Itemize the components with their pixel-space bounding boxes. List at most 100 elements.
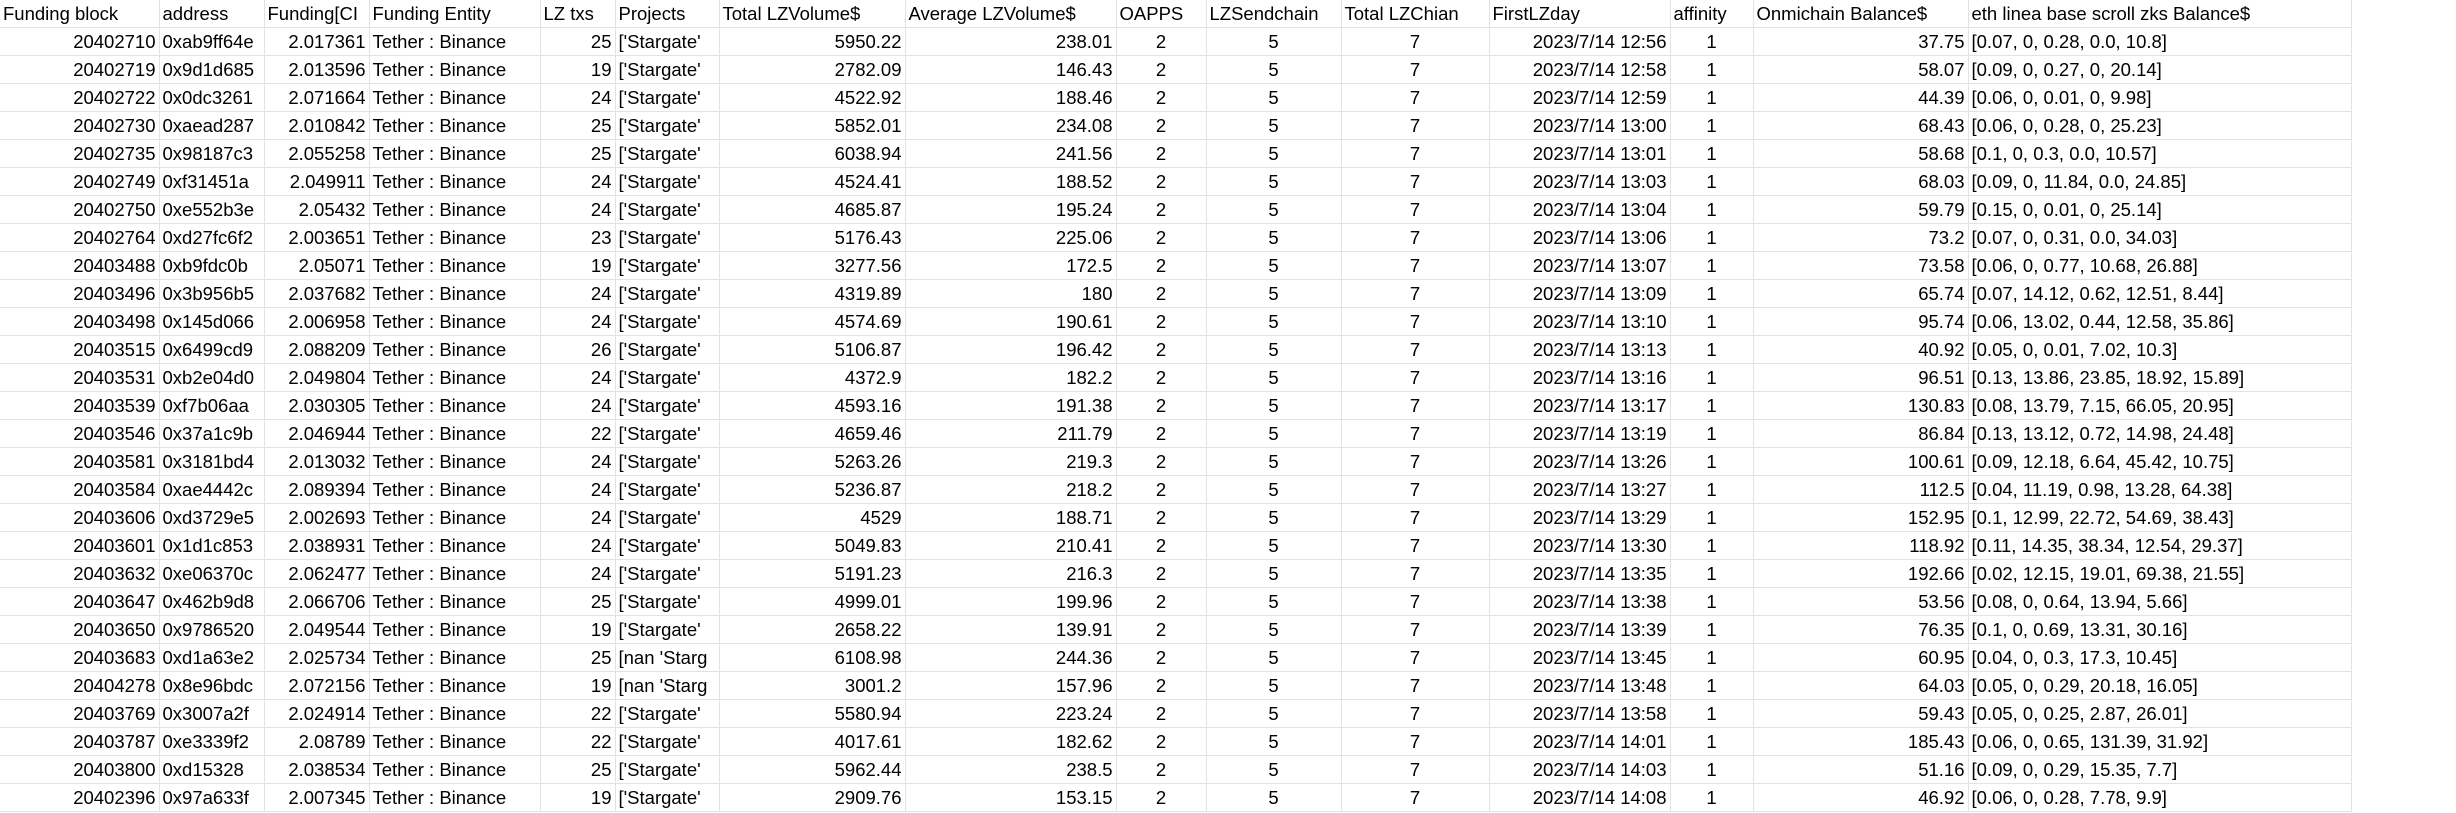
total-lz-volume-cell[interactable]: 4522.92 (719, 83, 906, 112)
funding-block-cell[interactable]: 20403683 (0, 643, 160, 672)
oapps-cell[interactable]: 2 (1116, 363, 1207, 392)
average-lz-volume-cell[interactable]: 210.41 (905, 531, 1117, 560)
address-cell[interactable]: 0x145d066 (159, 307, 265, 336)
onmichain-balance-cell[interactable]: 152.95 (1753, 503, 1969, 532)
funding-entity-cell[interactable]: Tether : Binance (369, 307, 541, 336)
projects-cell[interactable]: ['Stargate' (615, 83, 720, 112)
lz-sendchain-cell[interactable]: 5 (1206, 587, 1342, 616)
header-total-lz-volume[interactable]: Total LZVolume$ (719, 0, 906, 28)
total-lz-chain-cell[interactable]: 7 (1341, 251, 1490, 280)
lz-sendchain-cell[interactable]: 5 (1206, 279, 1342, 308)
total-lz-volume-cell[interactable]: 2909.76 (719, 783, 906, 812)
average-lz-volume-cell[interactable]: 188.71 (905, 503, 1117, 532)
projects-cell[interactable]: [nan 'Starg (615, 671, 720, 700)
chain-balances-cell[interactable]: [0.08, 0, 0.64, 13.94, 5.66] (1968, 587, 2352, 616)
average-lz-volume-cell[interactable]: 157.96 (905, 671, 1117, 700)
oapps-cell[interactable]: 2 (1116, 83, 1207, 112)
address-cell[interactable]: 0xd3729e5 (159, 503, 265, 532)
chain-balances-cell[interactable]: [0.1, 0, 0.69, 13.31, 30.16] (1968, 615, 2352, 644)
lz-txs-cell[interactable]: 22 (540, 727, 616, 756)
first-lz-day-cell[interactable]: 2023/7/14 13:16 (1489, 363, 1671, 392)
funding-entity-cell[interactable]: Tether : Binance (369, 167, 541, 196)
oapps-cell[interactable]: 2 (1116, 727, 1207, 756)
projects-cell[interactable]: ['Stargate' (615, 223, 720, 252)
affinity-cell[interactable]: 1 (1670, 615, 1754, 644)
funding-entity-cell[interactable]: Tether : Binance (369, 27, 541, 56)
total-lz-chain-cell[interactable]: 7 (1341, 279, 1490, 308)
funding-block-cell[interactable]: 20403488 (0, 251, 160, 280)
average-lz-volume-cell[interactable]: 238.5 (905, 755, 1117, 784)
total-lz-volume-cell[interactable]: 5236.87 (719, 475, 906, 504)
average-lz-volume-cell[interactable]: 216.3 (905, 559, 1117, 588)
affinity-cell[interactable]: 1 (1670, 279, 1754, 308)
address-cell[interactable]: 0x98187c3 (159, 139, 265, 168)
projects-cell[interactable]: ['Stargate' (615, 503, 720, 532)
onmichain-balance-cell[interactable]: 59.79 (1753, 195, 1969, 224)
funding-ci-cell[interactable]: 2.017361 (264, 27, 370, 56)
chain-balances-cell[interactable]: [0.06, 0, 0.65, 131.39, 31.92] (1968, 727, 2352, 756)
onmichain-balance-cell[interactable]: 118.92 (1753, 531, 1969, 560)
lz-sendchain-cell[interactable]: 5 (1206, 699, 1342, 728)
average-lz-volume-cell[interactable]: 190.61 (905, 307, 1117, 336)
chain-balances-cell[interactable]: [0.05, 0, 0.25, 2.87, 26.01] (1968, 699, 2352, 728)
lz-txs-cell[interactable]: 19 (540, 55, 616, 84)
total-lz-chain-cell[interactable]: 7 (1341, 755, 1490, 784)
funding-entity-cell[interactable]: Tether : Binance (369, 251, 541, 280)
lz-txs-cell[interactable]: 24 (540, 531, 616, 560)
funding-ci-cell[interactable]: 2.006958 (264, 307, 370, 336)
average-lz-volume-cell[interactable]: 195.24 (905, 195, 1117, 224)
total-lz-volume-cell[interactable]: 2658.22 (719, 615, 906, 644)
average-lz-volume-cell[interactable]: 196.42 (905, 335, 1117, 364)
affinity-cell[interactable]: 1 (1670, 363, 1754, 392)
header-lz-txs[interactable]: LZ txs (540, 0, 616, 28)
lz-sendchain-cell[interactable]: 5 (1206, 139, 1342, 168)
affinity-cell[interactable]: 1 (1670, 559, 1754, 588)
total-lz-volume-cell[interactable]: 4319.89 (719, 279, 906, 308)
funding-ci-cell[interactable]: 2.003651 (264, 223, 370, 252)
first-lz-day-cell[interactable]: 2023/7/14 13:48 (1489, 671, 1671, 700)
total-lz-chain-cell[interactable]: 7 (1341, 55, 1490, 84)
first-lz-day-cell[interactable]: 2023/7/14 13:35 (1489, 559, 1671, 588)
total-lz-volume-cell[interactable]: 5852.01 (719, 111, 906, 140)
address-cell[interactable]: 0xb2e04d0 (159, 363, 265, 392)
projects-cell[interactable]: ['Stargate' (615, 475, 720, 504)
funding-ci-cell[interactable]: 2.089394 (264, 475, 370, 504)
funding-ci-cell[interactable]: 2.08789 (264, 727, 370, 756)
funding-ci-cell[interactable]: 2.062477 (264, 559, 370, 588)
average-lz-volume-cell[interactable]: 218.2 (905, 475, 1117, 504)
address-cell[interactable]: 0xb9fdc0b (159, 251, 265, 280)
funding-block-cell[interactable]: 20402749 (0, 167, 160, 196)
funding-block-cell[interactable]: 20402710 (0, 27, 160, 56)
chain-balances-cell[interactable]: [0.07, 14.12, 0.62, 12.51, 8.44] (1968, 279, 2352, 308)
funding-entity-cell[interactable]: Tether : Binance (369, 503, 541, 532)
funding-block-cell[interactable]: 20402735 (0, 139, 160, 168)
first-lz-day-cell[interactable]: 2023/7/14 13:10 (1489, 307, 1671, 336)
address-cell[interactable]: 0x1d1c853 (159, 531, 265, 560)
funding-entity-cell[interactable]: Tether : Binance (369, 83, 541, 112)
projects-cell[interactable]: ['Stargate' (615, 783, 720, 812)
affinity-cell[interactable]: 1 (1670, 251, 1754, 280)
chain-balances-cell[interactable]: [0.1, 12.99, 22.72, 54.69, 38.43] (1968, 503, 2352, 532)
address-cell[interactable]: 0xd27fc6f2 (159, 223, 265, 252)
oapps-cell[interactable]: 2 (1116, 699, 1207, 728)
header-affinity[interactable]: affinity (1670, 0, 1754, 28)
address-cell[interactable]: 0xe06370c (159, 559, 265, 588)
address-cell[interactable]: 0x9786520 (159, 615, 265, 644)
lz-sendchain-cell[interactable]: 5 (1206, 391, 1342, 420)
total-lz-volume-cell[interactable]: 5176.43 (719, 223, 906, 252)
projects-cell[interactable]: ['Stargate' (615, 251, 720, 280)
total-lz-chain-cell[interactable]: 7 (1341, 139, 1490, 168)
total-lz-chain-cell[interactable]: 7 (1341, 503, 1490, 532)
onmichain-balance-cell[interactable]: 37.75 (1753, 27, 1969, 56)
funding-block-cell[interactable]: 20403539 (0, 391, 160, 420)
address-cell[interactable]: 0x8e96bdc (159, 671, 265, 700)
total-lz-chain-cell[interactable]: 7 (1341, 531, 1490, 560)
total-lz-chain-cell[interactable]: 7 (1341, 363, 1490, 392)
oapps-cell[interactable]: 2 (1116, 531, 1207, 560)
affinity-cell[interactable]: 1 (1670, 27, 1754, 56)
average-lz-volume-cell[interactable]: 223.24 (905, 699, 1117, 728)
chain-balances-cell[interactable]: [0.15, 0, 0.01, 0, 25.14] (1968, 195, 2352, 224)
average-lz-volume-cell[interactable]: 153.15 (905, 783, 1117, 812)
first-lz-day-cell[interactable]: 2023/7/14 13:58 (1489, 699, 1671, 728)
onmichain-balance-cell[interactable]: 58.68 (1753, 139, 1969, 168)
